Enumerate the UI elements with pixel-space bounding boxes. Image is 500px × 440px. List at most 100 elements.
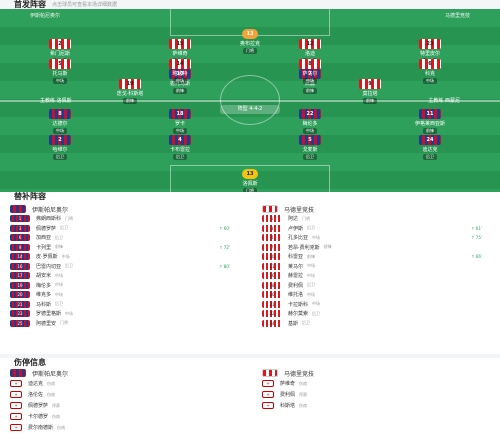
injury-cross-icon: + xyxy=(262,391,274,398)
away-player[interactable]: 13 奥布拉克 门将 xyxy=(227,29,273,54)
sub-player-position: 中场 xyxy=(65,310,74,316)
bottom-penalty-box xyxy=(170,165,330,192)
player-position: 后卫 xyxy=(53,154,67,160)
injury-reason: 伤病 xyxy=(299,380,308,386)
sub-player-name: 费利佩 xyxy=(288,282,304,289)
sub-player-row[interactable]: 21 卡拉斯科 中场 xyxy=(262,300,500,310)
sub-player-row[interactable]: 4 孔多比亚 中场 ↑ 75' xyxy=(262,233,500,243)
home-player[interactable]: 10 德托马斯 前锋 xyxy=(157,69,203,94)
lineup-subtitle: 点击球员可查看本场详细数据 xyxy=(52,2,118,8)
sub-player-row[interactable]: 18 费利佩 后卫 xyxy=(262,281,500,291)
jersey-icon: 6 xyxy=(10,234,30,242)
home-player[interactable]: 7 武磊 前锋 xyxy=(287,69,333,94)
player-name: 梅伦多 xyxy=(302,121,318,127)
away-player[interactable]: 14 略伦特 中场 xyxy=(157,59,203,84)
home-player[interactable]: 2 哈维尔 后卫 xyxy=(37,135,83,160)
sub-player-row[interactable]: 20 维克多 中场 xyxy=(10,290,250,300)
sub-player-name: 卡列里 xyxy=(36,244,52,251)
sub-player-row[interactable]: 21 马科斯 后卫 xyxy=(10,300,250,310)
player-name: 希门尼斯 xyxy=(49,51,70,57)
sub-player-name: 马科斯 xyxy=(36,301,52,308)
home-player[interactable]: 4 卡布雷拉 后卫 xyxy=(157,135,203,160)
sub-player-row[interactable]: 17 胡安米 中场 xyxy=(10,271,250,281)
sub-player-row[interactable]: 23 罗德里格斯 中场 xyxy=(10,309,250,319)
home-player[interactable]: 22 梅伦多 中场 xyxy=(287,109,333,134)
injury-row: + 萨维奇 伤病 xyxy=(262,378,500,389)
sub-player-row[interactable]: 19 梅伦多 中场 xyxy=(10,281,250,291)
sub-player-row[interactable]: 14 皮·罗佩斯 中场 xyxy=(10,252,250,262)
sub-player-row[interactable]: 11 莱马尔 中场 xyxy=(262,262,500,272)
away-player[interactable]: 8 萨乌尔 中场 xyxy=(287,59,333,84)
home-injury-team-name: 伊斯帕尼奥尔 xyxy=(32,370,69,378)
away-player[interactable]: 6 科克 中场 xyxy=(407,59,453,84)
sub-player-position: 后卫 xyxy=(307,282,316,288)
player-position: 后卫 xyxy=(173,154,187,160)
home-team-label: 伊斯帕尼奥尔 xyxy=(30,13,61,19)
sub-player-row[interactable]: 22 赫尔莫索 后卫 xyxy=(262,309,500,319)
sub-player-row[interactable]: 1 阿达 门将 xyxy=(262,214,500,224)
away-player[interactable]: 5 托马斯 中场 xyxy=(37,59,83,84)
player-name: 洛迪 xyxy=(304,51,315,57)
away-player[interactable]: 9 莫拉塔 前锋 xyxy=(347,79,393,104)
sub-player-name: 赫尔莫索 xyxy=(288,311,309,318)
player-position: 中场 xyxy=(173,128,187,134)
injury-cross-icon: + xyxy=(262,402,274,409)
sub-player-row[interactable]: 6 加西亚 后卫 xyxy=(10,233,250,243)
sub-player-position: 门将 xyxy=(302,215,311,221)
sub-player-name: 胡安米 xyxy=(36,273,52,280)
home-player[interactable]: 5 戈麦斯 后卫 xyxy=(287,135,333,160)
sub-player-position: 中场 xyxy=(312,301,321,307)
player-name: 德托马斯 xyxy=(169,81,190,87)
away-injury-team-name: 马德里竞技 xyxy=(284,370,315,378)
jersey-icon: 16 xyxy=(262,272,282,280)
jersey-icon: 18 xyxy=(169,109,191,119)
sub-player-row[interactable]: 9 卡列里 前锋 ↑ 72' xyxy=(10,243,250,253)
away-subs-team: 马德里竞技 xyxy=(262,204,500,214)
sub-player-position: 门将 xyxy=(60,320,69,326)
home-player[interactable]: 18 罗卡 中场 xyxy=(157,109,203,134)
away-crest-icon xyxy=(262,205,278,213)
jersey-icon: 5 xyxy=(49,59,71,69)
home-player[interactable]: 8 达德尔 中场 xyxy=(37,109,83,134)
injury-player-name: 萨维奇 xyxy=(280,381,296,387)
sub-player-row[interactable]: 1 弗朗西斯科 门将 xyxy=(10,214,250,224)
sub-player-row[interactable]: 25 阿德里安 门将 xyxy=(10,319,250,329)
player-position: 中场 xyxy=(53,128,67,134)
player-position: 前锋 xyxy=(423,128,437,134)
sub-player-name: 莱马尔 xyxy=(288,263,304,270)
jersey-icon: 18 xyxy=(262,281,282,289)
sub-player-row[interactable]: 24 基斯 后卫 xyxy=(262,319,500,329)
sub-player-position: 后卫 xyxy=(65,263,74,269)
injury-cross-icon: + xyxy=(10,391,22,398)
injury-reason: 停赛 xyxy=(299,391,308,397)
injury-section: 伤停信息 伊斯帕尼奥尔 + 迪达克 伤病 + 洛伦佐 伤病 + 佩德罗萨 停赛 + 卡尔德罗 … xyxy=(0,354,500,440)
player-position: 中场 xyxy=(423,78,437,84)
sub-player-position: 后卫 xyxy=(307,225,316,231)
away-player[interactable]: 19 迭戈·科斯塔 前锋 xyxy=(107,79,153,104)
jersey-icon: 3 xyxy=(10,224,30,232)
jersey-icon: 21 xyxy=(262,300,282,308)
sub-player-row[interactable]: 10 科雷亚 前锋 ↑ 66' xyxy=(262,252,500,262)
injury-player-name: 卡尔德罗 xyxy=(28,414,49,420)
sub-player-row[interactable]: 3 佩德罗萨 后卫 ↑ 60' xyxy=(10,224,250,234)
sub-player-name: 弗朗西斯科 xyxy=(36,216,62,223)
sub-player-row[interactable]: 3 卢伊斯 后卫 ↑ 61' xyxy=(262,224,500,234)
player-position: 后卫 xyxy=(423,154,437,160)
sub-player-row[interactable]: 20 维托洛 中场 xyxy=(262,290,500,300)
sub-player-position: 后卫 xyxy=(60,225,69,231)
sub-player-name: 若昂·费利克斯 xyxy=(288,244,320,251)
sub-player-row[interactable]: 16 巴雷内切亚 后卫 ↑ 80' xyxy=(10,262,250,272)
away-subs-team-name: 马德里竞技 xyxy=(284,206,315,214)
home-player[interactable]: 13 洛佩斯 门将 xyxy=(227,169,273,192)
sub-player-name: 维托洛 xyxy=(288,292,304,299)
jersey-icon: 22 xyxy=(262,310,282,318)
sub-player-row[interactable]: 7 若昂·费利克斯 前锋 xyxy=(262,243,500,253)
sub-player-position: 中场 xyxy=(55,282,64,288)
home-player[interactable]: 24 迪达克 后卫 xyxy=(407,135,453,160)
sub-in-time: ↑ 60' xyxy=(219,225,230,231)
sub-player-row[interactable]: 16 赫雷拉 中场 xyxy=(262,271,500,281)
jersey-icon: 11 xyxy=(262,262,282,270)
home-player[interactable]: 11 伊格莱西亚斯 前锋 xyxy=(407,109,453,134)
sub-player-name: 阿德里安 xyxy=(36,320,57,327)
home-injury-team: 伊斯帕尼奥尔 xyxy=(10,368,250,378)
